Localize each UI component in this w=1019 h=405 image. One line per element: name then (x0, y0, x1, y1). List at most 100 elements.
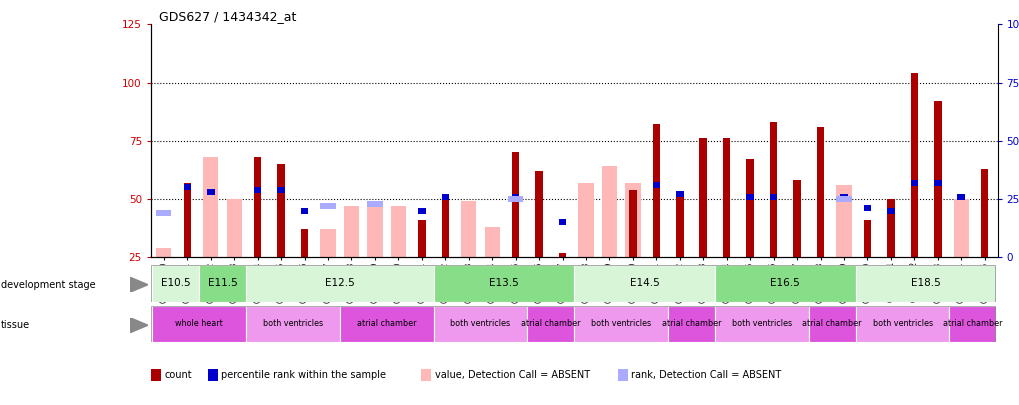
Bar (863, 220, 870, 257)
Text: E11.5: E11.5 (208, 279, 237, 288)
Bar (933, 180, 941, 185)
Bar (769, 122, 776, 257)
Bar (836, 196, 851, 202)
Bar (441, 194, 448, 200)
Bar (808, 306, 855, 342)
Bar (699, 139, 706, 257)
Text: E18.5: E18.5 (910, 279, 940, 288)
Bar (207, 189, 214, 195)
Bar (433, 265, 574, 302)
Text: atrial chamber: atrial chamber (521, 320, 580, 328)
Bar (277, 187, 284, 192)
Bar (199, 265, 246, 302)
Bar (558, 220, 566, 225)
Bar (156, 210, 171, 216)
Bar (816, 127, 823, 257)
Bar (957, 194, 964, 200)
Text: count: count (164, 370, 192, 380)
Bar (152, 265, 199, 302)
Bar (722, 139, 730, 257)
Text: E16.5: E16.5 (769, 279, 800, 288)
Bar (629, 190, 636, 257)
Bar (714, 306, 808, 342)
Bar (183, 184, 191, 190)
Bar (152, 306, 246, 342)
Text: GDS627 / 1434342_at: GDS627 / 1434342_at (159, 10, 297, 23)
Bar (512, 194, 519, 200)
Bar (324, 203, 331, 209)
Bar (836, 185, 851, 257)
Bar (246, 306, 339, 342)
Text: E14.5: E14.5 (629, 279, 659, 288)
Bar (301, 229, 308, 257)
Bar (320, 229, 335, 257)
Bar (339, 306, 433, 342)
Bar (484, 227, 499, 257)
Bar (254, 187, 261, 192)
Bar (949, 306, 996, 342)
Bar (855, 265, 996, 302)
Text: E12.5: E12.5 (324, 279, 355, 288)
Text: atrial chamber: atrial chamber (943, 320, 1002, 328)
Text: atrial chamber: atrial chamber (357, 320, 416, 328)
Polygon shape (129, 277, 148, 292)
Text: whole heart: whole heart (175, 320, 223, 328)
Bar (343, 206, 359, 257)
Bar (156, 248, 171, 257)
Text: percentile rank within the sample: percentile rank within the sample (221, 370, 385, 380)
Bar (676, 192, 683, 197)
Bar (183, 183, 191, 257)
Bar (863, 205, 870, 211)
Bar (652, 124, 659, 257)
Bar (676, 194, 683, 257)
Text: atrial chamber: atrial chamber (802, 320, 861, 328)
Bar (507, 196, 523, 202)
Bar (558, 253, 566, 257)
Bar (527, 306, 574, 342)
Bar (910, 180, 917, 185)
Bar (367, 201, 382, 207)
Bar (910, 73, 917, 257)
Text: development stage: development stage (1, 280, 96, 290)
Text: E13.5: E13.5 (488, 279, 519, 288)
Bar (793, 180, 800, 257)
Bar (714, 265, 855, 302)
Bar (887, 199, 894, 257)
Bar (367, 201, 382, 257)
Bar (246, 265, 433, 302)
Bar (746, 194, 753, 200)
Bar (418, 220, 425, 257)
Bar (160, 210, 167, 216)
Bar (277, 164, 284, 257)
Text: both ventricles: both ventricles (871, 320, 931, 328)
Bar (625, 183, 640, 257)
Bar (953, 199, 968, 257)
Bar (840, 194, 847, 200)
Text: rank, Detection Call = ABSENT: rank, Detection Call = ABSENT (631, 370, 781, 380)
Bar (574, 265, 714, 302)
Bar (390, 206, 406, 257)
Text: atrial chamber: atrial chamber (661, 320, 720, 328)
Bar (887, 208, 894, 213)
Bar (667, 306, 714, 342)
Bar (203, 157, 218, 257)
Text: E10.5: E10.5 (161, 279, 191, 288)
Bar (769, 194, 776, 200)
Bar (461, 201, 476, 257)
Bar (574, 306, 667, 342)
Bar (980, 168, 987, 257)
Bar (418, 208, 425, 213)
Bar (512, 152, 519, 257)
Bar (320, 203, 335, 209)
Text: tissue: tissue (1, 320, 31, 330)
Bar (855, 306, 949, 342)
Text: both ventricles: both ventricles (591, 320, 650, 328)
Bar (601, 166, 616, 257)
Bar (301, 208, 308, 213)
Bar (652, 182, 659, 188)
Bar (535, 171, 542, 257)
Bar (226, 199, 242, 257)
Bar (254, 157, 261, 257)
Bar (746, 160, 753, 257)
Bar (433, 306, 527, 342)
